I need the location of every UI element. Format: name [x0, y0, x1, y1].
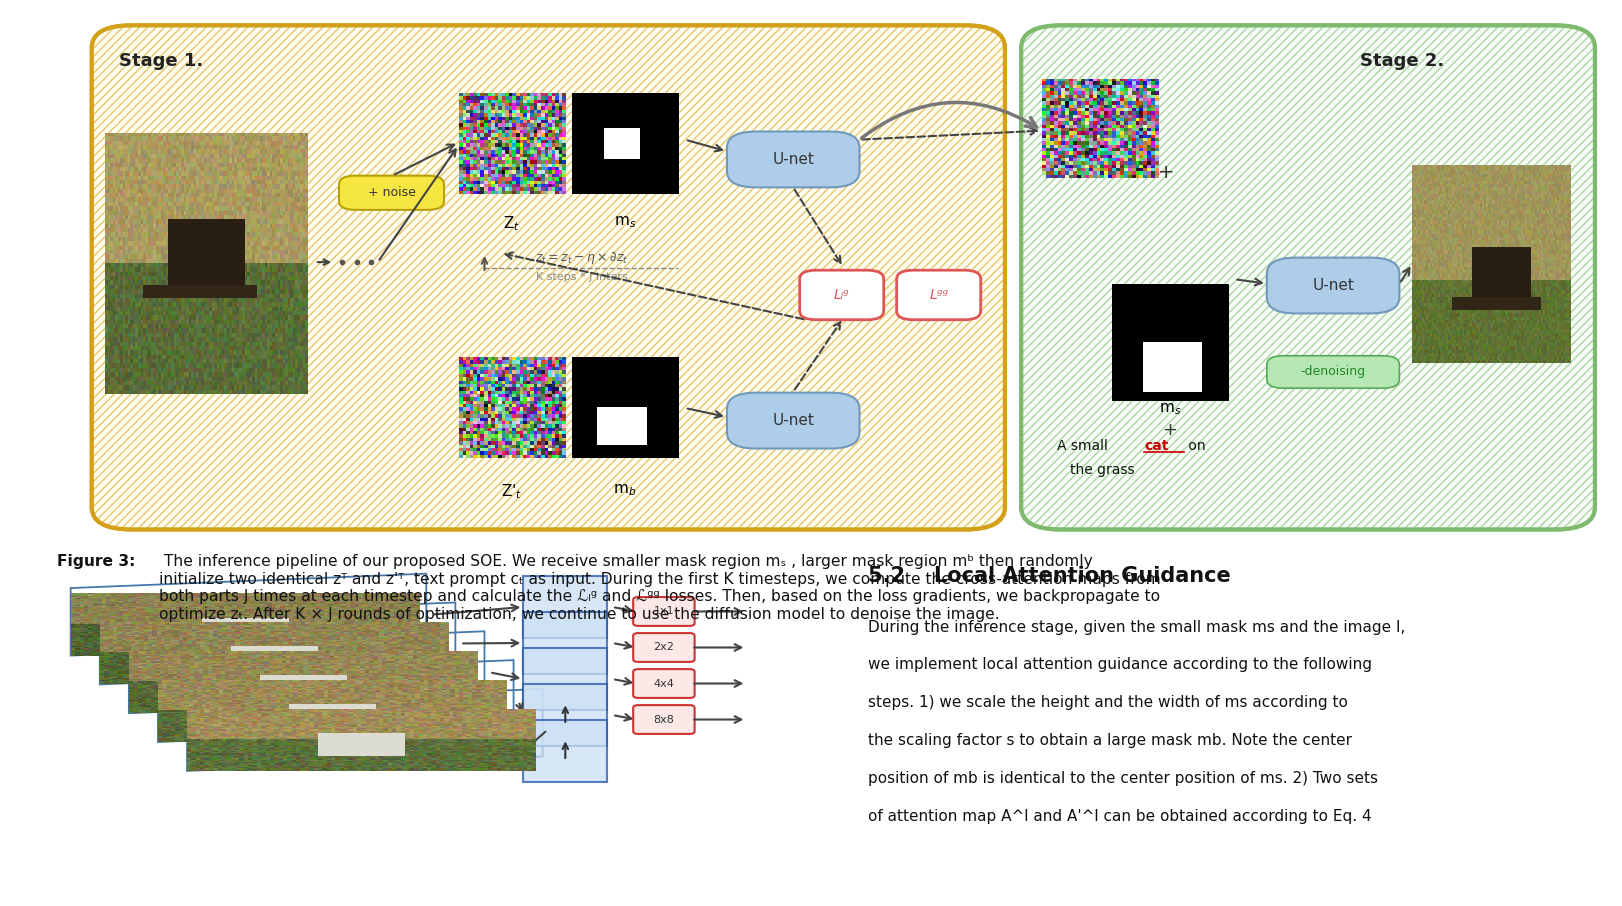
Text: the scaling factor s to obtain a large mask mb. Note the center: the scaling factor s to obtain a large m… — [868, 733, 1351, 748]
Text: 8x8: 8x8 — [654, 715, 675, 725]
Text: 8x8: 8x8 — [165, 725, 185, 735]
Text: Stage 1.: Stage 1. — [118, 53, 203, 71]
Text: +: + — [550, 399, 568, 418]
Text: +: + — [1163, 421, 1178, 439]
Text: 4x4: 4x4 — [654, 679, 675, 689]
Text: steps. 1) we scale the height and the width of ms according to: steps. 1) we scale the height and the wi… — [868, 695, 1348, 710]
Text: we implement local attention guidance according to the following: we implement local attention guidance ac… — [868, 658, 1372, 672]
Text: m$_b$: m$_b$ — [613, 482, 637, 497]
Text: 5.2    Local Attention Guidance: 5.2 Local Attention Guidance — [868, 565, 1231, 585]
FancyBboxPatch shape — [727, 131, 860, 188]
Bar — [524, 612, 607, 673]
Text: 32x32: 32x32 — [107, 667, 141, 677]
Text: + noise: + noise — [368, 187, 415, 199]
FancyBboxPatch shape — [633, 597, 694, 626]
Text: 64x64: 64x64 — [79, 639, 112, 649]
Text: 2x2: 2x2 — [654, 642, 675, 652]
Text: the grass: the grass — [159, 373, 224, 387]
Text: +: + — [1158, 162, 1174, 181]
Text: m$_s$: m$_s$ — [1158, 401, 1181, 418]
Bar — [524, 576, 607, 638]
Text: During the inference stage, given the small mask ms and the image I,: During the inference stage, given the sm… — [868, 620, 1405, 634]
Text: position of mb is identical to the center position of ms. 2) Two sets: position of mb is identical to the cente… — [868, 771, 1377, 786]
FancyBboxPatch shape — [92, 25, 1006, 529]
Text: Z$_t$ (updated): Z$_t$ (updated) — [1059, 121, 1142, 139]
Text: K steps * J inters: K steps * J inters — [535, 272, 628, 282]
FancyBboxPatch shape — [727, 392, 860, 448]
Text: cat: cat — [234, 349, 258, 362]
FancyBboxPatch shape — [633, 670, 694, 698]
FancyBboxPatch shape — [1267, 356, 1400, 388]
FancyBboxPatch shape — [633, 705, 694, 734]
Text: $z_t = z_t - \eta \times \partial z_t$: $z_t = z_t - \eta \times \partial z_t$ — [535, 250, 628, 265]
Text: Stage 2.: Stage 2. — [1361, 53, 1445, 71]
Text: U-net: U-net — [772, 152, 814, 167]
FancyBboxPatch shape — [1022, 25, 1594, 529]
Text: 1x1: 1x1 — [654, 606, 675, 616]
Text: U-net: U-net — [772, 413, 814, 428]
Text: the grass: the grass — [1069, 463, 1134, 477]
Text: Z$_t$: Z$_t$ — [503, 215, 521, 233]
Bar — [524, 649, 607, 709]
Text: Z'$_t$: Z'$_t$ — [501, 482, 522, 500]
Text: A small: A small — [1056, 439, 1113, 453]
Text: on: on — [274, 349, 295, 362]
Bar — [524, 720, 607, 782]
Text: of attention map A^l and A'^l can be obtained according to Eq. 4: of attention map A^l and A'^l can be obt… — [868, 809, 1371, 824]
Text: A small: A small — [143, 349, 198, 362]
Text: -denoising: -denoising — [1301, 365, 1366, 379]
Text: The inference pipeline of our proposed SOE. We receive smaller mask region mₛ , : The inference pipeline of our proposed S… — [159, 554, 1161, 622]
FancyBboxPatch shape — [800, 270, 884, 320]
Text: Lᵍᵍ: Lᵍᵍ — [929, 288, 949, 302]
Text: cat: cat — [1144, 439, 1168, 453]
Bar — [524, 684, 607, 746]
Text: Figure 3:: Figure 3: — [57, 554, 135, 570]
Text: m$_s$: m$_s$ — [615, 215, 636, 230]
Text: Lₗᵍ: Lₗᵍ — [834, 288, 850, 302]
Text: +: + — [550, 130, 568, 149]
FancyBboxPatch shape — [633, 633, 694, 662]
Text: 16x16: 16x16 — [136, 696, 170, 706]
FancyBboxPatch shape — [897, 270, 981, 320]
FancyBboxPatch shape — [1267, 257, 1400, 313]
Text: on: on — [1184, 439, 1207, 453]
Text: U-net: U-net — [1312, 278, 1354, 293]
FancyBboxPatch shape — [339, 176, 444, 210]
